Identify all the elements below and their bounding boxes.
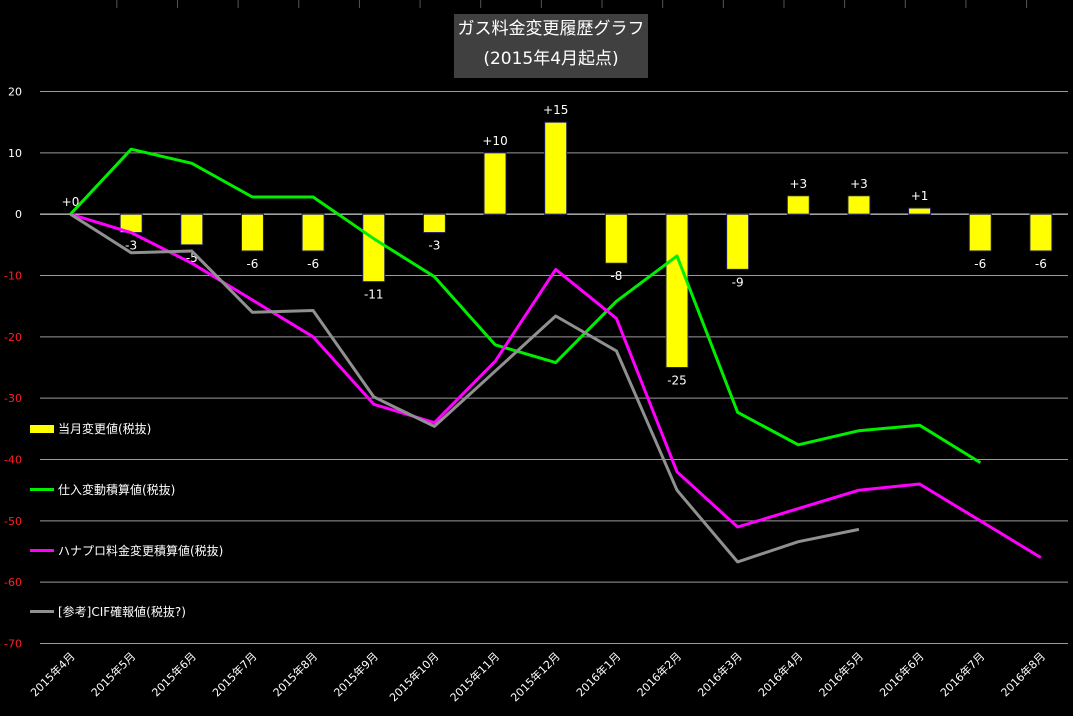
legend-series-1: ハナプロ料金変更積算値(税抜) [30,542,223,559]
x-tick-label: 2015年9月 [331,649,381,699]
y-tick-label: 10 [8,147,22,160]
bar [968,213,992,252]
series-line-1 [70,212,1042,559]
legend-label-series-2: [参考]CIF確報値(税抜?) [58,605,186,619]
bar-data-label: -3 [125,239,137,253]
x-tick-label: 2016年6月 [877,649,927,699]
bar [180,213,204,246]
legend-bars: 当月変更値(税抜) [30,420,151,437]
series-line-2 [69,212,860,564]
bar [301,213,325,252]
bar [786,195,810,215]
series-line-0 [69,147,982,464]
y-tick-label: -40 [4,454,22,467]
x-tick-label: 2016年4月 [755,649,805,699]
bar [604,213,628,264]
bar [726,213,750,270]
chart-title-box: ガス料金変更履歴グラフ (2015年4月起点) [454,14,648,78]
legend-series-2: [参考]CIF確報値(税抜?) [30,603,186,620]
y-tick-label: -50 [4,515,22,528]
y-tick-label: 20 [8,86,22,99]
bar-data-label: -3 [428,239,440,253]
y-tick-label: -10 [4,270,22,283]
y-tick-label: -70 [4,638,22,651]
bar-data-label: +15 [543,103,568,117]
legend-swatch-bars [30,424,54,433]
x-tick-label: 2016年3月 [695,649,745,699]
legend-swatch-series-1 [30,549,54,552]
bar-series [119,121,1053,368]
bar-data-label: -11 [364,288,384,302]
bar-data-labels: +0 -3 -5 -6 -6 -11 -3 +10 +15 -8 -25 -9 +3 +3 +1 -6 -6 [62,103,1047,387]
chart-title: ガス料金変更履歴グラフ [457,19,645,39]
legend-label-series-0: 仕入変動積算値(税抜) [58,483,176,497]
bar-data-label: -6 [974,257,986,271]
x-tick-label: 2016年1月 [573,649,623,699]
legend-swatch-series-2 [30,610,54,613]
bar-data-label: -6 [1035,257,1047,271]
bar-data-label: +0 [62,195,80,209]
x-tick-label: 2015年11月 [447,649,502,704]
y-tick-label: 0 [15,208,22,221]
bar [908,207,932,215]
x-tick-label: 2015年8月 [270,649,320,699]
bar-data-label: +3 [789,177,807,191]
x-tick-label: 2015年5月 [88,649,138,699]
x-tick-label: 2016年5月 [816,649,866,699]
legend-label-series-1: ハナプロ料金変更積算値(税抜) [58,544,224,558]
y-tick-label: -20 [4,331,22,344]
y-tick-label: -30 [4,392,22,405]
x-tick-label: 2015年12月 [508,649,563,704]
legend-label-bars: 当月変更値(税抜) [58,422,152,436]
grid-lines [40,0,1068,644]
bar [1029,213,1053,252]
line-series [69,147,1042,564]
bar-data-label: +10 [482,134,507,148]
bar [847,195,871,215]
y-axis-tick-labels: 20 10 0 -10 -20 -30 -40 -50 -60 -70 [4,86,22,651]
bar [544,121,568,215]
bar-data-label: +3 [850,177,868,191]
x-tick-label: 2016年2月 [634,649,684,699]
legend-swatch-series-0 [30,488,54,491]
bar-data-label: -6 [246,257,258,271]
bar [362,213,386,283]
bar [665,213,689,368]
bar [422,213,446,234]
bar [483,152,507,215]
x-tick-label: 2015年6月 [149,649,199,699]
legend-series-0: 仕入変動積算値(税抜) [30,481,175,498]
x-tick-label: 2016年8月 [998,649,1048,699]
bar-data-label: -8 [610,269,622,283]
x-axis-tick-labels: 2015年4月 2015年5月 2015年6月 2015年7月 2015年8月 2015年… [27,649,1048,704]
chart-subtitle: (2015年4月起点) [483,49,619,69]
x-tick-label: 2015年10月 [386,649,441,704]
bar-data-label: -25 [667,374,687,388]
bar [240,213,264,252]
x-tick-label: 2015年7月 [209,649,259,699]
x-tick-label: 2016年7月 [937,649,987,699]
bar-data-label: -6 [307,257,319,271]
bar-data-label: -9 [732,275,744,289]
y-tick-label: -60 [4,576,22,589]
bar-data-label: +1 [911,189,929,203]
x-tick-label: 2015年4月 [27,649,77,699]
bar-data-label: -5 [186,251,198,265]
